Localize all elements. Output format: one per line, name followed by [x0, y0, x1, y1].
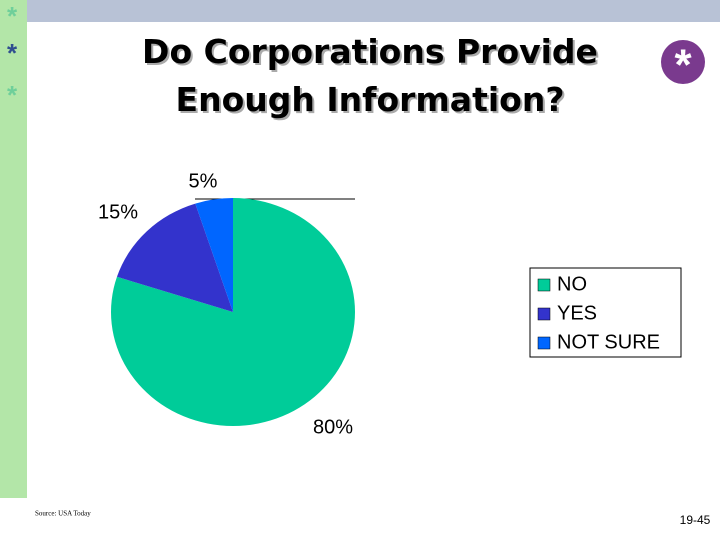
bullet: * [7, 38, 18, 68]
legend-box [529, 267, 682, 358]
bullet: * [7, 80, 18, 110]
pie-slice [195, 198, 233, 312]
side-bar [0, 0, 27, 498]
legend-swatch [537, 336, 551, 350]
page-number: 19-45 [680, 513, 711, 527]
logo: * [674, 41, 692, 90]
pie-slice [116, 203, 233, 312]
legend-label: NO [557, 273, 587, 295]
data-label: 15% [98, 201, 138, 223]
bullet: * [7, 1, 18, 31]
legend-swatch [537, 278, 551, 292]
title-group: Do Corporations Provide Enough Informati… [142, 32, 598, 119]
chart-title: Do Corporations Provide Enough Informati… [142, 32, 598, 119]
title-box: Do Corporations Provide Enough Informati… [142, 32, 598, 119]
source: Source: USA Today [35, 510, 91, 518]
legend-label: NOT SURE [557, 331, 660, 353]
data-label: 80% [313, 416, 353, 438]
logo-circle [661, 40, 705, 84]
legend-label: YES [557, 302, 597, 324]
data-label: 5% [189, 170, 218, 192]
legend-swatch [537, 307, 551, 321]
top-bar [27, 0, 720, 22]
